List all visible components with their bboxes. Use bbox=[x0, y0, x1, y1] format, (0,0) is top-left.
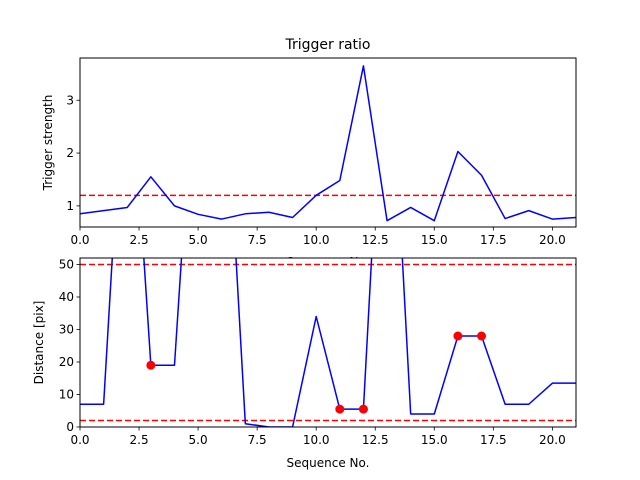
bottom-chart-x-tick-label: 0.0 bbox=[70, 433, 89, 447]
top-chart-x-tick-label: 12.5 bbox=[362, 233, 389, 247]
top-chart-x-axis: 0.0 2.5 5.0 7.5 10.0 12.5 15.0 17.5 20.0 bbox=[70, 227, 566, 247]
bottom-chart-panel: 0.0 2.5 5.0 7.5 10.0 12.5 15.0 17.5 20.0 0 10 20 30… bbox=[32, 257, 577, 470]
bottom-chart-x-tick-label: 20.0 bbox=[539, 433, 566, 447]
bottom-chart-x-tick-label: 2.5 bbox=[130, 433, 149, 447]
bottom-chart-y-tick-label: 50 bbox=[59, 258, 74, 272]
bottom-chart-x-axis: 0.0 2.5 5.0 7.5 10.0 12.5 15.0 17.5 20.0 bbox=[70, 427, 566, 447]
top-chart-y-axis: 1 2 3 bbox=[66, 93, 80, 213]
top-chart-y-tick-label: 2 bbox=[66, 146, 74, 160]
bottom-chart-y-axis-label: Distance [pix] bbox=[32, 301, 46, 385]
top-chart-x-tick-label: 10.0 bbox=[303, 233, 330, 247]
bottom-chart-x-tick-label: 5.0 bbox=[189, 433, 208, 447]
bottom-chart-plot-area bbox=[80, 258, 576, 427]
top-chart-y-tick-label: 1 bbox=[66, 199, 74, 213]
top-chart-x-tick-label: 7.5 bbox=[248, 233, 267, 247]
bottom-chart-x-tick-label: 7.5 bbox=[248, 433, 267, 447]
top-chart-y-axis-label: Trigger strength bbox=[41, 95, 55, 192]
bottom-chart-frame bbox=[79, 257, 577, 428]
bottom-chart-background bbox=[80, 258, 576, 427]
top-chart-x-tick-label: 17.5 bbox=[480, 233, 507, 247]
bottom-chart-y-tick-label: 30 bbox=[59, 323, 74, 337]
top-chart-series-line bbox=[80, 65, 576, 222]
top-chart-x-tick-label: 15.0 bbox=[421, 233, 448, 247]
top-chart-x-tick-label: 2.5 bbox=[130, 233, 149, 247]
bottom-chart-y-tick-label: 10 bbox=[59, 388, 74, 402]
bottom-chart-marker-point bbox=[335, 404, 345, 414]
bottom-chart-x-tick-label: 12.5 bbox=[362, 433, 389, 447]
bottom-chart-series-line bbox=[80, 258, 576, 427]
bottom-chart-marker-point bbox=[453, 331, 463, 341]
bottom-chart-x-tick-label: 10.0 bbox=[303, 433, 330, 447]
top-chart-x-tick-label: 0.0 bbox=[70, 233, 89, 247]
top-chart-frame bbox=[79, 57, 577, 228]
top-chart-plot-area bbox=[80, 65, 576, 222]
top-chart-x-tick-label: 20.0 bbox=[539, 233, 566, 247]
top-chart-title: Trigger ratio bbox=[284, 37, 370, 53]
bottom-chart-x-tick-label: 17.5 bbox=[480, 433, 507, 447]
bottom-chart-y-tick-label: 20 bbox=[59, 355, 74, 369]
bottom-chart-y-axis: 0 10 20 30 40 50 bbox=[59, 258, 80, 434]
top-chart-panel: Trigger ratio 0.0 2.5 5.0 7.5 10.0 12.5 15.0 17… bbox=[41, 37, 577, 269]
top-chart-x-tick-label: 5.0 bbox=[189, 233, 208, 247]
bottom-chart-x-axis-label: Sequence No. bbox=[287, 456, 370, 470]
bottom-chart-marker-point bbox=[146, 360, 156, 370]
bottom-chart-y-tick-label: 0 bbox=[66, 420, 74, 434]
bottom-chart-x-tick-label: 15.0 bbox=[421, 433, 448, 447]
top-chart-y-tick-label: 3 bbox=[66, 93, 74, 107]
bottom-chart-marker-point bbox=[358, 404, 368, 414]
bottom-chart-y-tick-label: 40 bbox=[59, 290, 74, 304]
bottom-chart-marker-point bbox=[477, 331, 487, 341]
